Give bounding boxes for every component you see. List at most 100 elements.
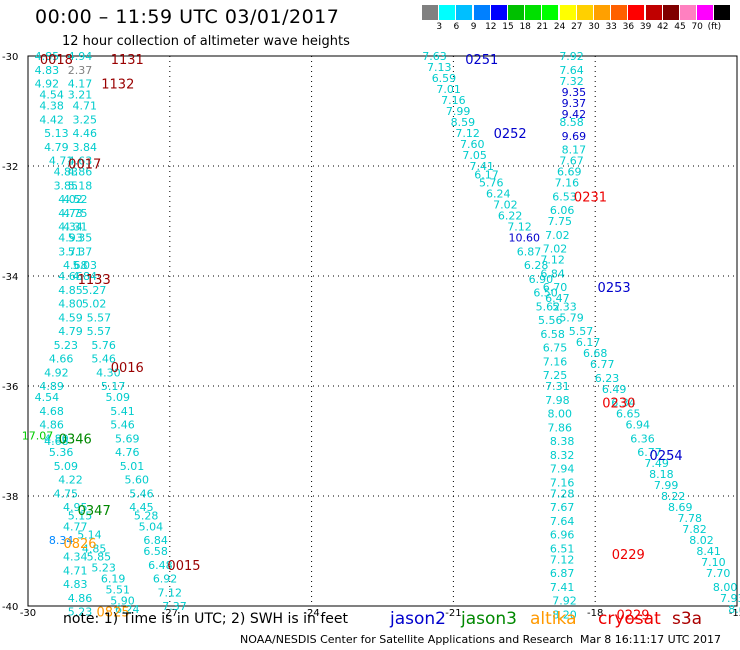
legend-tick-label: 15 bbox=[502, 22, 514, 32]
pass-time-label: 0229 bbox=[612, 548, 645, 563]
pass-time-label: 1131 bbox=[111, 53, 144, 68]
wave-height-value: 5.28 bbox=[134, 509, 159, 522]
legend-tick-label: 3 bbox=[436, 22, 443, 32]
wave-height-value: 6.34 bbox=[611, 397, 636, 410]
wave-height-value: 6.75 bbox=[543, 342, 568, 355]
legend-swatch bbox=[559, 5, 576, 20]
wave-height-value: 4.83 bbox=[54, 166, 79, 179]
legend-tick-label: 6 bbox=[453, 22, 460, 32]
pass-time-label: 0253 bbox=[598, 281, 631, 296]
wave-height-value: 8.32 bbox=[550, 449, 575, 462]
units-note: note: 1) Time is in UTC; 2) SWH is in fe… bbox=[63, 611, 349, 627]
legend-swatch bbox=[680, 5, 696, 20]
wave-height-value: 3.21 bbox=[68, 89, 93, 102]
wave-height-value: 6.65 bbox=[616, 408, 641, 421]
wave-height-value: 6.87 bbox=[550, 567, 575, 580]
wave-height-value: 6.70 bbox=[543, 281, 568, 294]
wave-height-value: 7.75 bbox=[548, 215, 573, 228]
wave-height-value: 6.36 bbox=[630, 432, 655, 445]
x-tick-label: -18 bbox=[587, 608, 603, 619]
wave-height-value: 4.85 bbox=[82, 542, 107, 555]
wave-height-value: 7.05 bbox=[462, 149, 487, 162]
wave-height-value: 6.51 bbox=[550, 542, 575, 555]
pass-time-label: 0017 bbox=[68, 157, 101, 172]
plot-frame bbox=[27, 55, 738, 607]
wave-height-value: 7.82 bbox=[682, 523, 707, 536]
satellite-label-jason3: jason3 bbox=[461, 609, 517, 629]
wave-height-value: 8.34 bbox=[49, 534, 74, 547]
wave-height-value: 5.02 bbox=[82, 298, 107, 311]
wave-height-value: 7.99 bbox=[654, 479, 679, 492]
wave-height-value: 6.50 bbox=[533, 287, 558, 300]
wave-height-value: 4.68 bbox=[39, 405, 64, 418]
satellite-label-jason2: jason2 bbox=[390, 609, 446, 629]
wave-height-value: 5.04 bbox=[139, 520, 164, 533]
wave-height-value: 4.59 bbox=[58, 311, 83, 324]
wave-height-value: 7.32 bbox=[559, 75, 584, 88]
wave-height-value: 8.38 bbox=[550, 435, 575, 448]
wave-height-value: 4.71 bbox=[72, 100, 97, 113]
wave-height-value: 5.37 bbox=[68, 245, 93, 258]
wave-height-value: 7.92 bbox=[552, 595, 577, 608]
wave-height-value: 4.68 bbox=[63, 259, 88, 272]
legend-swatch bbox=[490, 5, 507, 20]
legend-tick-label: 36 bbox=[622, 22, 635, 32]
legend-swatch bbox=[456, 5, 473, 20]
legend-swatch bbox=[628, 5, 645, 20]
wave-height-value: 6.23 bbox=[595, 372, 620, 385]
legend-tick-label: 9 bbox=[470, 22, 477, 32]
wave-height-value: 6.84 bbox=[143, 534, 168, 547]
wave-height-value: 7.78 bbox=[677, 512, 702, 525]
legend-swatch bbox=[525, 5, 542, 20]
wave-height-value: 7.94 bbox=[550, 463, 575, 476]
wave-height-value: 7.37 bbox=[162, 600, 187, 613]
satellite-label-altika: altika bbox=[530, 609, 577, 629]
wave-height-value: 6.77 bbox=[590, 358, 615, 371]
wave-height-value: 7.86 bbox=[548, 421, 573, 434]
wave-height-value: 6.84 bbox=[540, 267, 565, 280]
wave-height-value: 4.86 bbox=[68, 166, 93, 179]
wave-height-value: 6.59 bbox=[432, 72, 457, 85]
wave-height-value: 5.03 bbox=[72, 259, 97, 272]
y-tick-label: -36 bbox=[2, 382, 18, 393]
wave-height-value: 4.17 bbox=[68, 78, 93, 91]
wave-height-value: 5.14 bbox=[77, 529, 102, 542]
wave-height-value: 7.16 bbox=[550, 476, 575, 489]
wave-height-value: 5.57 bbox=[87, 325, 112, 338]
wave-height-value: 6.94 bbox=[625, 419, 650, 432]
legend-swatch bbox=[508, 5, 524, 20]
wave-height-value: 2.37 bbox=[68, 64, 93, 77]
wave-height-value: 8.20 bbox=[552, 608, 577, 621]
wave-height-value: 4.80 bbox=[44, 432, 69, 445]
wave-height-value: 6.58 bbox=[143, 545, 168, 558]
wave-height-value: 4.73 bbox=[58, 207, 83, 220]
x-tick-label: -21 bbox=[445, 608, 461, 619]
wave-height-value: 4.54 bbox=[35, 391, 60, 404]
legend-swatch bbox=[645, 5, 662, 20]
wave-height-value: 4.63 bbox=[68, 155, 93, 168]
wave-height-value: 4.83 bbox=[63, 578, 88, 591]
wave-height-value: 5.79 bbox=[559, 311, 584, 324]
wave-height-value: 4.79 bbox=[58, 325, 83, 338]
wave-height-value: 4.80 bbox=[58, 298, 83, 311]
wave-height-value: 7.12 bbox=[507, 221, 532, 234]
wave-height-value: 7.10 bbox=[701, 556, 726, 569]
wave-height-value: 4.46 bbox=[72, 127, 97, 140]
wave-height-value: 7.41 bbox=[470, 160, 495, 173]
wave-height-value: 6.19 bbox=[101, 573, 126, 586]
pass-time-label: 0347 bbox=[78, 504, 111, 519]
wave-height-value: 5.62 bbox=[536, 300, 561, 313]
legend-swatch bbox=[542, 5, 559, 20]
wave-height-value: 5.46 bbox=[110, 419, 135, 432]
wave-height-value: 5.09 bbox=[54, 460, 79, 473]
wave-height-value: 4.31 bbox=[63, 221, 88, 234]
wave-height-value: 4.71 bbox=[49, 155, 74, 168]
wave-height-value: 7.67 bbox=[550, 501, 575, 514]
legend-tick-label: 42 bbox=[657, 22, 669, 32]
wave-height-value: 5.23 bbox=[91, 562, 116, 575]
legend-tick-label: 39 bbox=[639, 22, 652, 32]
wave-height-value: 5.51 bbox=[106, 584, 131, 597]
y-tick-label: -40 bbox=[2, 602, 18, 613]
wave-height-value: 8.00 bbox=[548, 408, 573, 421]
x-tick-label: -27 bbox=[162, 608, 178, 619]
